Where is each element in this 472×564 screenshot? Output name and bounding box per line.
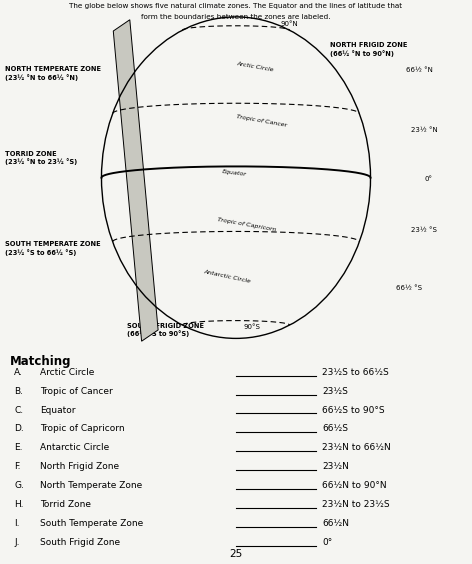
Polygon shape [113, 20, 158, 341]
Text: 23½N to 66½N: 23½N to 66½N [322, 443, 391, 452]
Text: 66½S to 90°S: 66½S to 90°S [322, 406, 385, 415]
Text: 66½ °S: 66½ °S [396, 285, 422, 290]
Text: Tropic of Cancer: Tropic of Cancer [40, 387, 113, 396]
Text: Tropic of Cancer: Tropic of Cancer [236, 114, 287, 127]
Text: Matching: Matching [9, 355, 71, 368]
Text: Antarctic Circle: Antarctic Circle [40, 443, 110, 452]
Text: North Temperate Zone: North Temperate Zone [40, 481, 143, 490]
Text: H.: H. [14, 500, 24, 509]
Text: Tropic of Capricorn: Tropic of Capricorn [40, 425, 125, 434]
Text: B.: B. [14, 387, 23, 396]
Text: 66½S: 66½S [322, 425, 348, 434]
Text: Arctic Circle: Arctic Circle [236, 61, 274, 72]
Text: NORTH TEMPERATE ZONE
(23½ °N to 66½ °N): NORTH TEMPERATE ZONE (23½ °N to 66½ °N) [5, 66, 101, 81]
Text: 66½N: 66½N [322, 519, 349, 528]
Text: Equator: Equator [222, 169, 247, 177]
Text: 90°N: 90°N [281, 21, 299, 27]
Text: 0°: 0° [425, 176, 433, 182]
Text: form the boundaries between the zones are labeled.: form the boundaries between the zones ar… [141, 14, 331, 20]
Text: G.: G. [14, 481, 24, 490]
Text: A.: A. [14, 368, 23, 377]
Text: Antarctic Circle: Antarctic Circle [203, 269, 251, 284]
Text: 23½ °S: 23½ °S [411, 227, 437, 232]
Text: Torrid Zone: Torrid Zone [40, 500, 91, 509]
Text: 0°: 0° [322, 538, 332, 547]
Text: C.: C. [14, 406, 23, 415]
Text: 23½N: 23½N [322, 462, 349, 472]
Text: NORTH FRIGID ZONE
(66½ °N to 90°N): NORTH FRIGID ZONE (66½ °N to 90°N) [330, 42, 408, 57]
Text: J.: J. [14, 538, 20, 547]
Text: I.: I. [14, 519, 20, 528]
Text: South Frigid Zone: South Frigid Zone [40, 538, 120, 547]
Text: 66½N to 90°N: 66½N to 90°N [322, 481, 387, 490]
Text: South Temperate Zone: South Temperate Zone [40, 519, 143, 528]
Text: F.: F. [14, 462, 21, 472]
Text: The globe below shows five natural climate zones. The Equator and the lines of l: The globe below shows five natural clima… [69, 3, 403, 10]
Text: SOUTH TEMPERATE ZONE
(23½ °S to 66½ °S): SOUTH TEMPERATE ZONE (23½ °S to 66½ °S) [5, 241, 101, 255]
Text: 90°S: 90°S [243, 324, 260, 330]
Text: TORRID ZONE
(23½ °N to 23½ °S): TORRID ZONE (23½ °N to 23½ °S) [5, 151, 77, 165]
Text: 25: 25 [229, 549, 243, 559]
Text: E.: E. [14, 443, 23, 452]
Text: Equator: Equator [40, 406, 76, 415]
Text: 23½S to 66½S: 23½S to 66½S [322, 368, 388, 377]
Text: 23½ °N: 23½ °N [411, 127, 438, 133]
Text: 23½S: 23½S [322, 387, 348, 396]
Text: Arctic Circle: Arctic Circle [40, 368, 94, 377]
Text: North Frigid Zone: North Frigid Zone [40, 462, 119, 472]
Text: 23½N to 23½S: 23½N to 23½S [322, 500, 389, 509]
Text: D.: D. [14, 425, 24, 434]
Text: 66½ °N: 66½ °N [406, 68, 433, 73]
Text: Tropic of Capricorn: Tropic of Capricorn [217, 217, 277, 232]
Text: SOUTH FRIGID ZONE
(66½ °S to 90°S): SOUTH FRIGID ZONE (66½ °S to 90°S) [127, 323, 204, 337]
